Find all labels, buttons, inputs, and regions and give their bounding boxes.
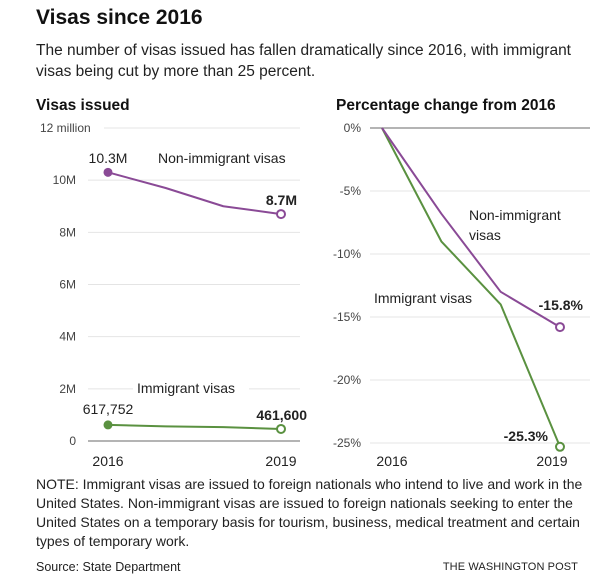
chart-title: Visas since 2016	[36, 6, 203, 29]
right-x-tick-label: 2016	[376, 453, 407, 469]
left-y-tick-label: 2M	[59, 382, 76, 396]
footnote: NOTE: Immigrant visas are issued to fore…	[36, 476, 583, 549]
left-x-tick-label: 2016	[92, 453, 123, 469]
right-y-tick-label: -20%	[333, 373, 361, 387]
right-y-tick-label: -10%	[333, 247, 361, 261]
left-panel-title: Visas issued	[36, 97, 130, 114]
left-non-immigrant-start-label: 10.3M	[89, 150, 128, 166]
left-y-tick-label: 10M	[53, 173, 76, 187]
chart-subtitle: The number of visas issued has fallen dr…	[36, 42, 571, 80]
left-non-immigrant-series-label: Non-immigrant visas	[158, 150, 286, 166]
left-immigrant-end-label: 461,600	[256, 407, 307, 423]
left-non-immigrant-start-point	[103, 167, 113, 177]
left-y-tick-label: 8M	[59, 225, 76, 239]
left-immigrant-line	[107, 423, 282, 430]
left-non-immigrant-line	[107, 171, 282, 216]
right-non-immigrant-label-line2: visas	[469, 227, 501, 243]
right-y-tick-label: -5%	[340, 184, 362, 198]
right-immigrant-line	[381, 127, 561, 448]
left-x-tick-label: 2019	[265, 453, 296, 469]
publisher-credit: THE WASHINGTON POST	[442, 561, 578, 573]
left-y-tick-label: 12 million	[40, 121, 91, 135]
right-non-immigrant-label-line1: Non-immigrant	[469, 207, 561, 223]
left-non-immigrant-end-point	[276, 209, 286, 220]
left-y-tick-label: 6M	[59, 278, 76, 292]
right-y-tick-label: -15%	[333, 310, 361, 324]
right-non-immigrant-end-label: -15.8%	[539, 297, 584, 313]
source-text: Source: State Department	[36, 560, 181, 574]
left-y-tick-label: 0	[69, 434, 76, 448]
right-non-immigrant-line	[381, 127, 561, 328]
left-immigrant-start-point	[103, 420, 113, 430]
right-immigrant-end-point	[555, 441, 565, 452]
left-non-immigrant-end-label: 8.7M	[266, 192, 297, 208]
right-immigrant-end-label: -25.3%	[504, 428, 549, 444]
right-y-tick-label: 0%	[344, 121, 362, 135]
right-y-tick-label: -25%	[333, 436, 361, 450]
right-immigrant-series-label: Immigrant visas	[374, 290, 472, 306]
right-x-tick-label: 2019	[536, 453, 567, 469]
left-immigrant-end-point	[276, 423, 286, 434]
left-immigrant-series-label: Immigrant visas	[137, 380, 235, 396]
charts-canvas: 0 2M 4M 6M 8M 10M 12 million 2016 2019 10.3M Non-i…	[40, 121, 590, 469]
left-y-tick-label: 4M	[59, 330, 76, 344]
left-immigrant-start-label: 617,752	[83, 401, 134, 417]
right-panel-title: Percentage change from 2016	[336, 97, 556, 114]
right-non-immigrant-end-point	[555, 322, 565, 333]
